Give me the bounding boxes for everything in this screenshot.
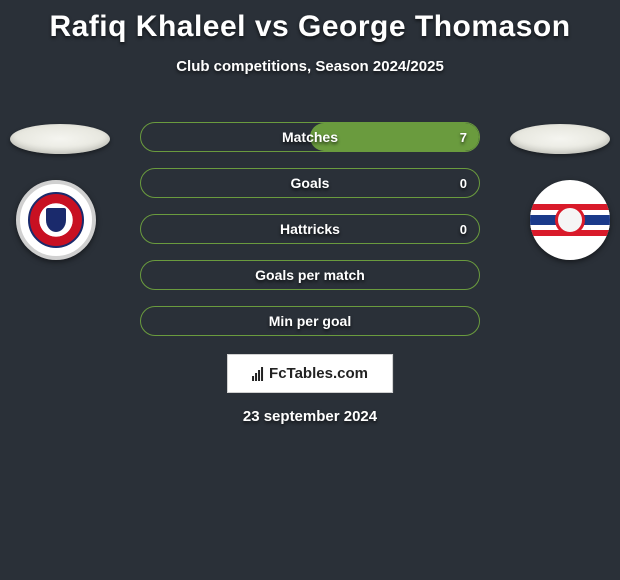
player-avatar-left xyxy=(10,124,110,154)
stats-container: Matches 7 Goals 0 Hattricks 0 Goals per … xyxy=(140,122,480,352)
stat-bar-hattricks: Hattricks 0 xyxy=(140,214,480,244)
stat-bar-matches: Matches 7 xyxy=(140,122,480,152)
stat-bar-min-per-goal: Min per goal xyxy=(140,306,480,336)
date-text: 23 september 2024 xyxy=(243,408,377,425)
brand-text: FcTables.com xyxy=(269,365,368,382)
stat-label: Matches xyxy=(282,129,338,145)
player-avatar-right xyxy=(510,124,610,154)
stat-label: Hattricks xyxy=(280,221,340,237)
stat-value-right: 0 xyxy=(460,222,467,237)
stat-value-right: 0 xyxy=(460,176,467,191)
stat-bar-goals: Goals 0 xyxy=(140,168,480,198)
stat-value-right: 7 xyxy=(460,130,467,145)
club-badge-left xyxy=(16,180,96,260)
cog-icon xyxy=(555,205,585,235)
stat-bar-goals-per-match: Goals per match xyxy=(140,260,480,290)
page-title: Rafiq Khaleel vs George Thomason xyxy=(0,0,620,44)
subtitle: Club competitions, Season 2024/2025 xyxy=(0,58,620,75)
stat-label: Goals xyxy=(291,175,330,191)
stat-label: Min per goal xyxy=(269,313,351,329)
brand-badge[interactable]: FcTables.com xyxy=(227,354,393,393)
barchart-icon xyxy=(252,367,263,381)
stat-label: Goals per match xyxy=(255,267,365,283)
club-badge-right xyxy=(530,180,610,260)
shield-icon xyxy=(28,192,84,248)
